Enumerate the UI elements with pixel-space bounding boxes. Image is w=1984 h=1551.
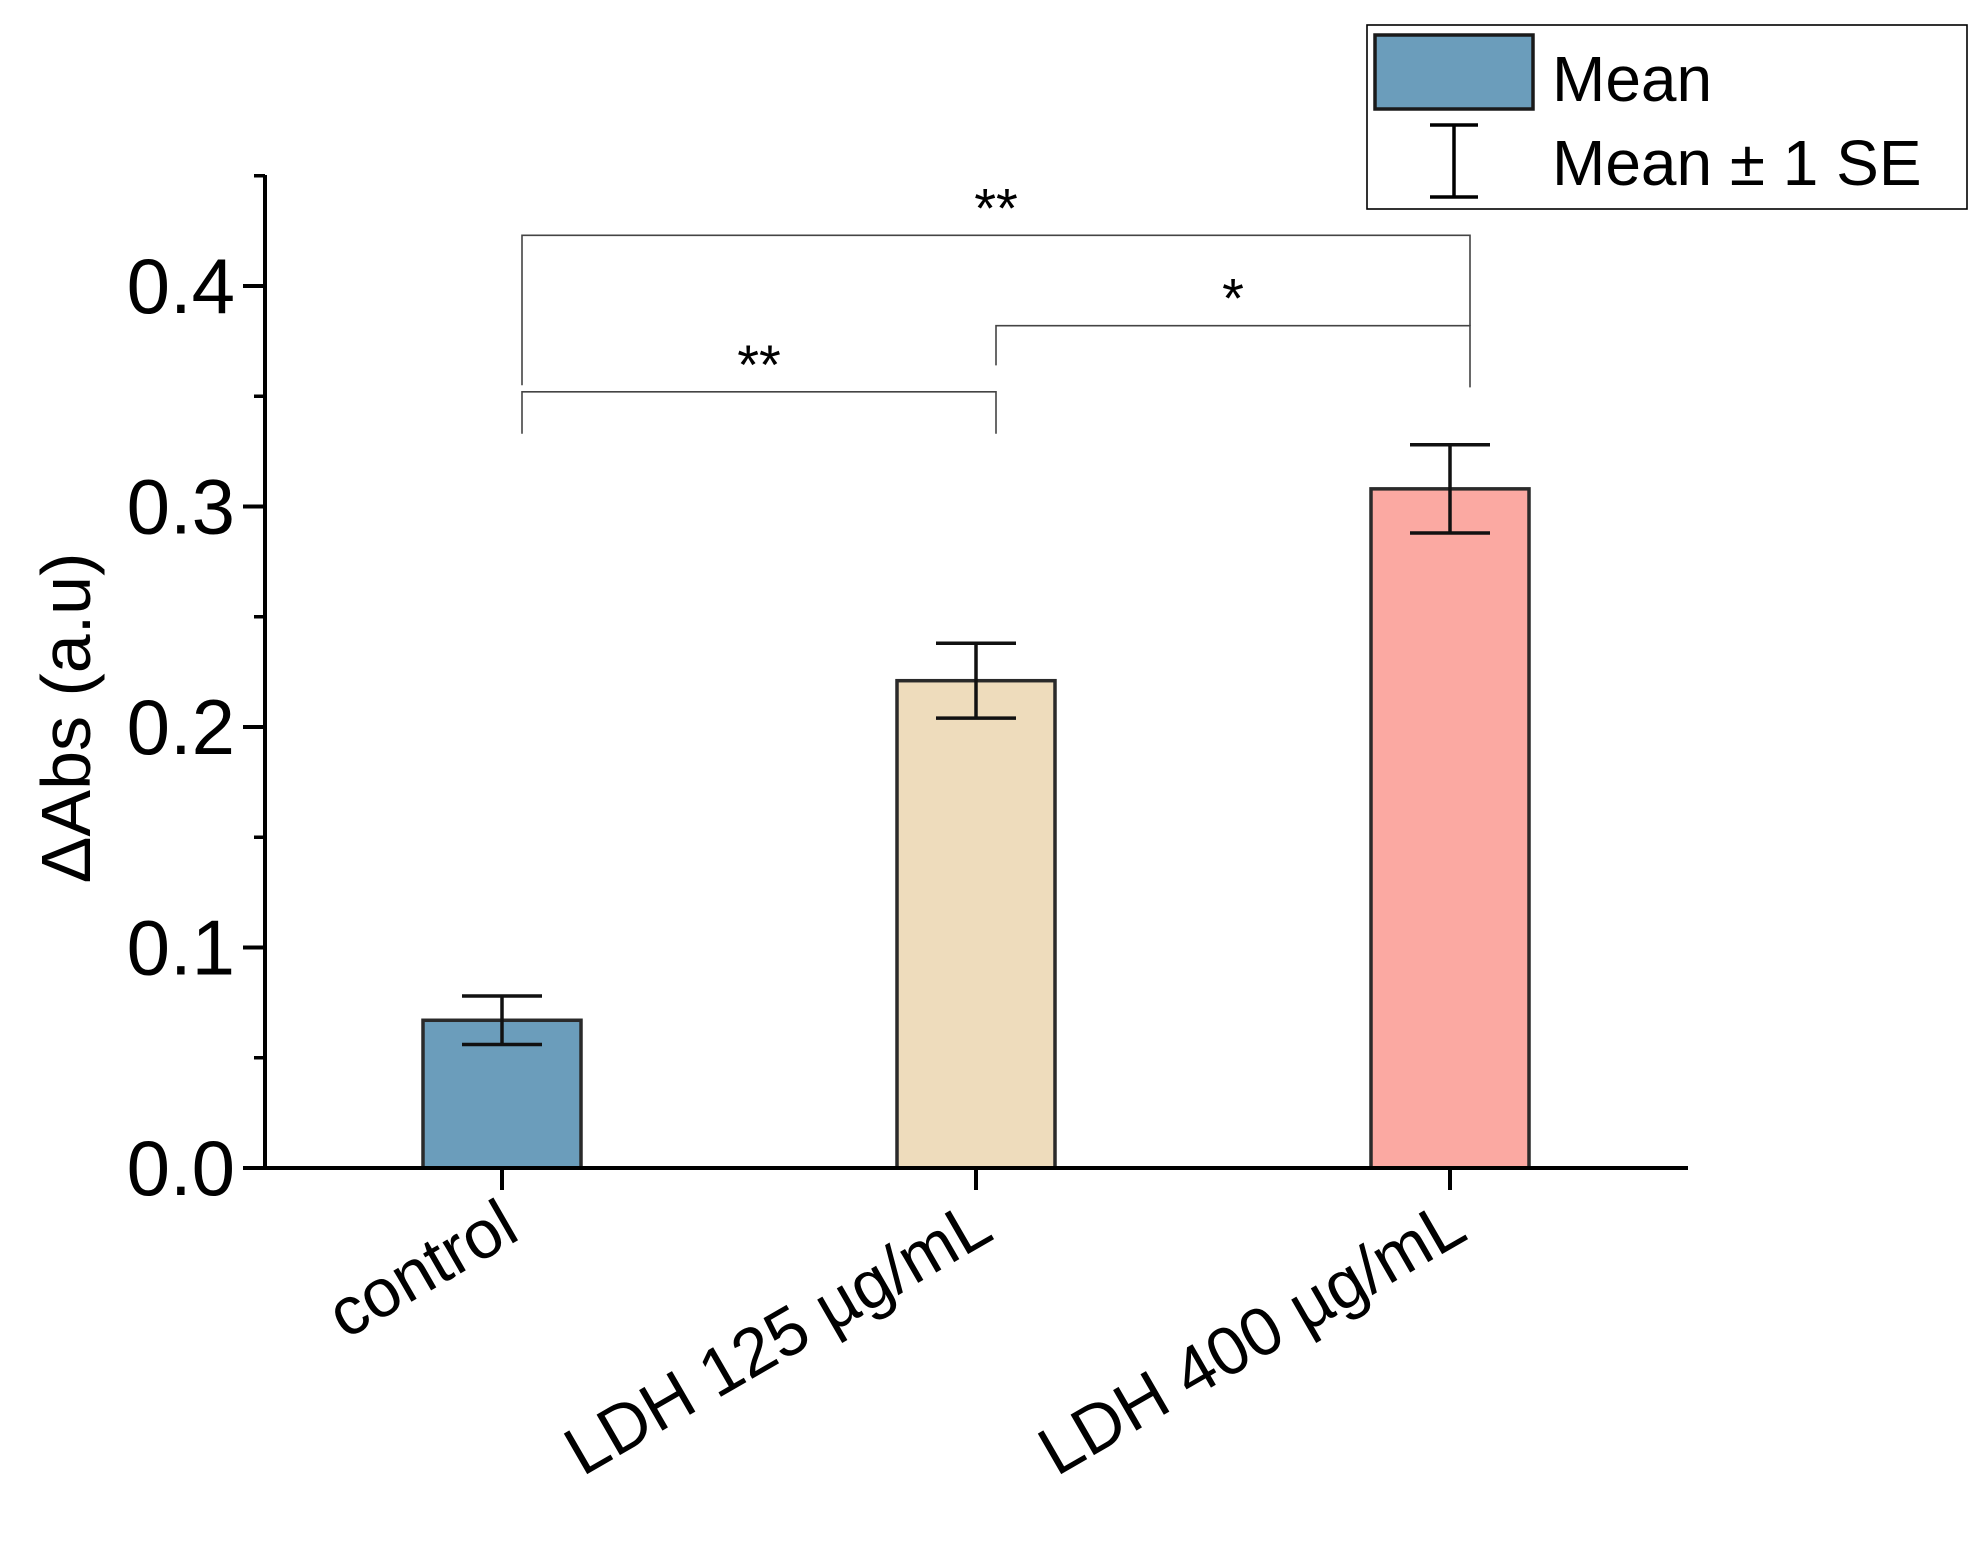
significance-line [995, 324, 1471, 388]
significance-layer: ***** [521, 176, 1471, 434]
x-category-label: control [315, 1185, 530, 1353]
significance-bracket-0: ** [521, 333, 997, 434]
labels-layer: 0.0 0.1 0.2 0.3 0.4 control LDH 125 µg/mL LDH 4… [27, 242, 1478, 1490]
y-tick-label: 0.0 [127, 1124, 235, 1212]
y-tick-label: 0.2 [127, 683, 235, 771]
y-tick-label: 0.4 [127, 242, 235, 330]
error-bar-2 [1410, 443, 1490, 535]
x-category-label: LDH 400 µg/mL [1026, 1185, 1478, 1490]
error-bars-layer [462, 443, 1490, 1047]
significance-label: ** [737, 333, 781, 396]
bar-1 [895, 678, 1057, 1170]
legend: Mean Mean ± 1 SE [1366, 24, 1968, 210]
axes-layer [243, 174, 1688, 1190]
significance-label: ** [974, 176, 1018, 239]
legend-label-se: Mean ± 1 SE [1552, 127, 1922, 199]
error-bar-0 [462, 994, 542, 1047]
y-tick-label: 0.1 [127, 904, 235, 992]
significance-label: * [1222, 267, 1244, 330]
legend-label-mean: Mean [1552, 43, 1712, 115]
legend-errorbar-swatch [1430, 123, 1478, 199]
bar-2 [1369, 487, 1531, 1170]
significance-line [521, 234, 1471, 386]
bars-layer [421, 487, 1531, 1170]
x-category-label: LDH 125 µg/mL [552, 1185, 1004, 1490]
error-bar-1 [936, 641, 1016, 720]
significance-bracket-1: * [995, 267, 1471, 388]
legend-bar-swatch [1373, 33, 1535, 111]
significance-bracket-2: ** [521, 176, 1471, 386]
y-tick-label: 0.3 [127, 463, 235, 551]
significance-line [521, 391, 997, 434]
y-axis-title: ΔAbs (a.u) [27, 553, 105, 884]
